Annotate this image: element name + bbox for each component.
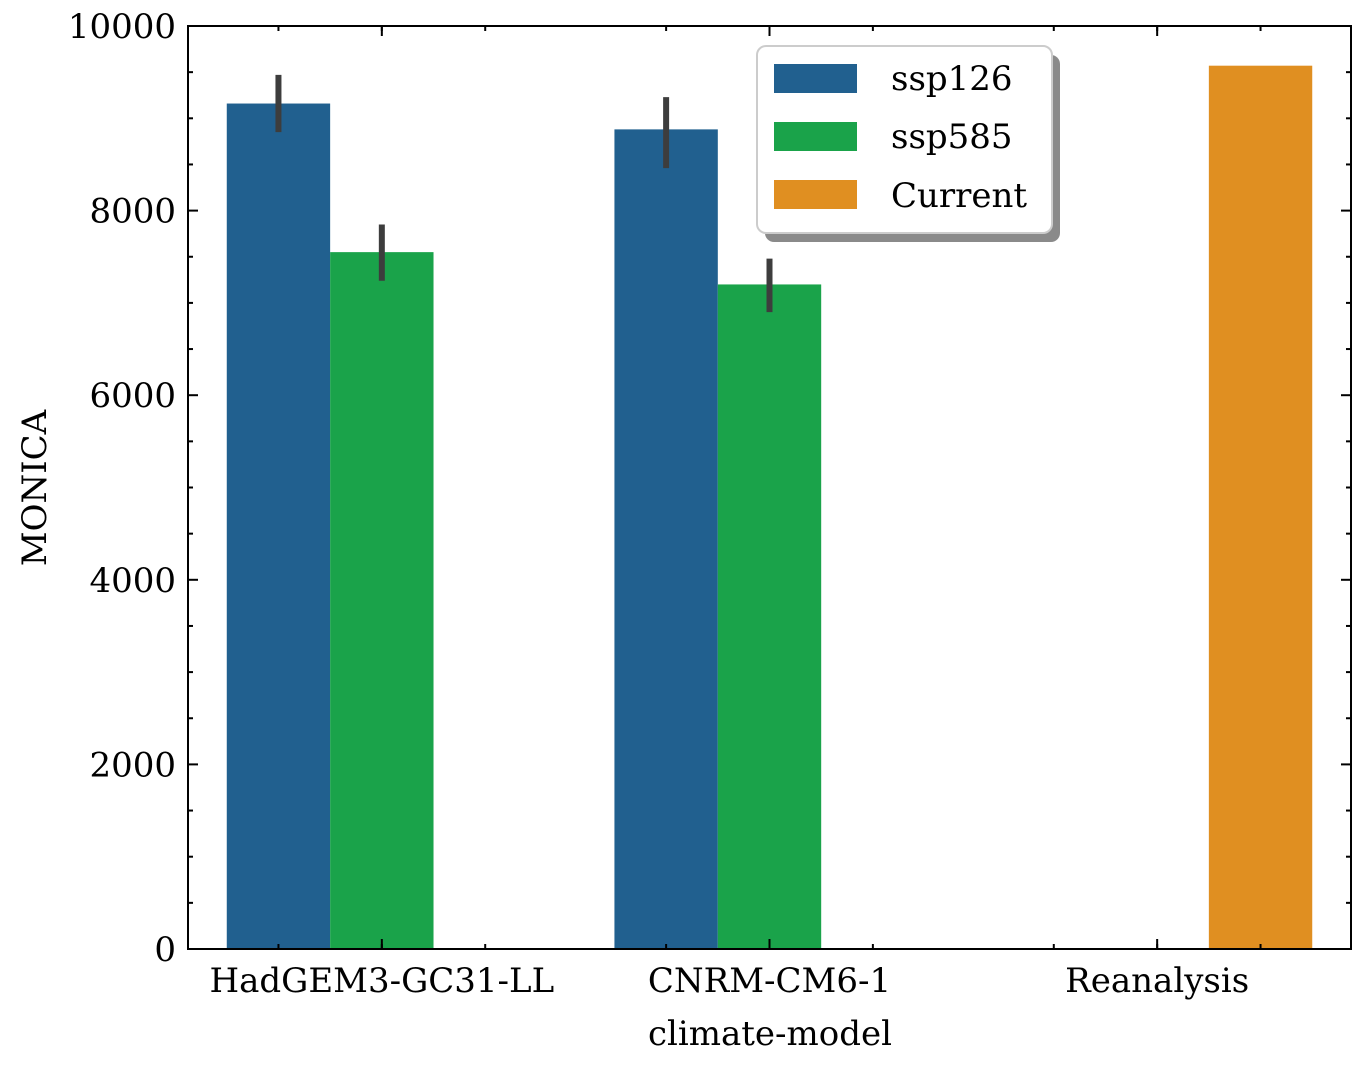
y-tick-label: 6000 — [89, 376, 176, 416]
bars-layer — [226, 65, 1313, 950]
legend-label-ssp585: ssp585 — [891, 117, 1013, 157]
x-tick-labels: HadGEM3-GC31-LL CNRM-CM6-1 Reanalysis — [209, 961, 1249, 1001]
x-tick-label-cnrm-cm6-1: CNRM-CM6-1 — [648, 961, 891, 1001]
y-axis-label: MONICA — [15, 409, 55, 566]
y-tick-label: 8000 — [89, 192, 176, 232]
bar-ssp126-cnrm-cm6-1 — [614, 129, 718, 950]
plot-frame — [187, 25, 1352, 950]
legend-swatch-current — [774, 180, 857, 209]
y-tick-label: 0 — [154, 930, 176, 970]
bar-ssp585-hadgem3-gc31-ll — [330, 252, 434, 949]
y-tick-label: 10000 — [68, 7, 176, 47]
y-tick-label: 4000 — [89, 561, 176, 601]
errorbars-layer — [275, 74, 773, 313]
bar-ssp126-hadgem3-gc31-ll — [226, 103, 331, 950]
x-axis-label: climate-model — [648, 1014, 892, 1054]
x-tick-label-reanalysis: Reanalysis — [1065, 961, 1249, 1001]
x-tick-label-hadgem3-gc31-ll: HadGEM3-GC31-LL — [209, 961, 554, 1001]
bar-ssp585-cnrm-cm6-1 — [717, 284, 822, 949]
legend: ssp126 ssp585 Current — [756, 45, 1060, 242]
legend-label-current: Current — [891, 176, 1027, 216]
legend-swatch-ssp585 — [774, 122, 857, 151]
legend-label-ssp126: ssp126 — [891, 59, 1013, 99]
y-tick-label: 2000 — [89, 745, 176, 785]
bar-current-reanalysis — [1208, 65, 1313, 949]
legend-swatch-ssp126 — [774, 64, 857, 93]
y-tick-labels: 0 2000 4000 6000 8000 10000 — [68, 7, 176, 970]
